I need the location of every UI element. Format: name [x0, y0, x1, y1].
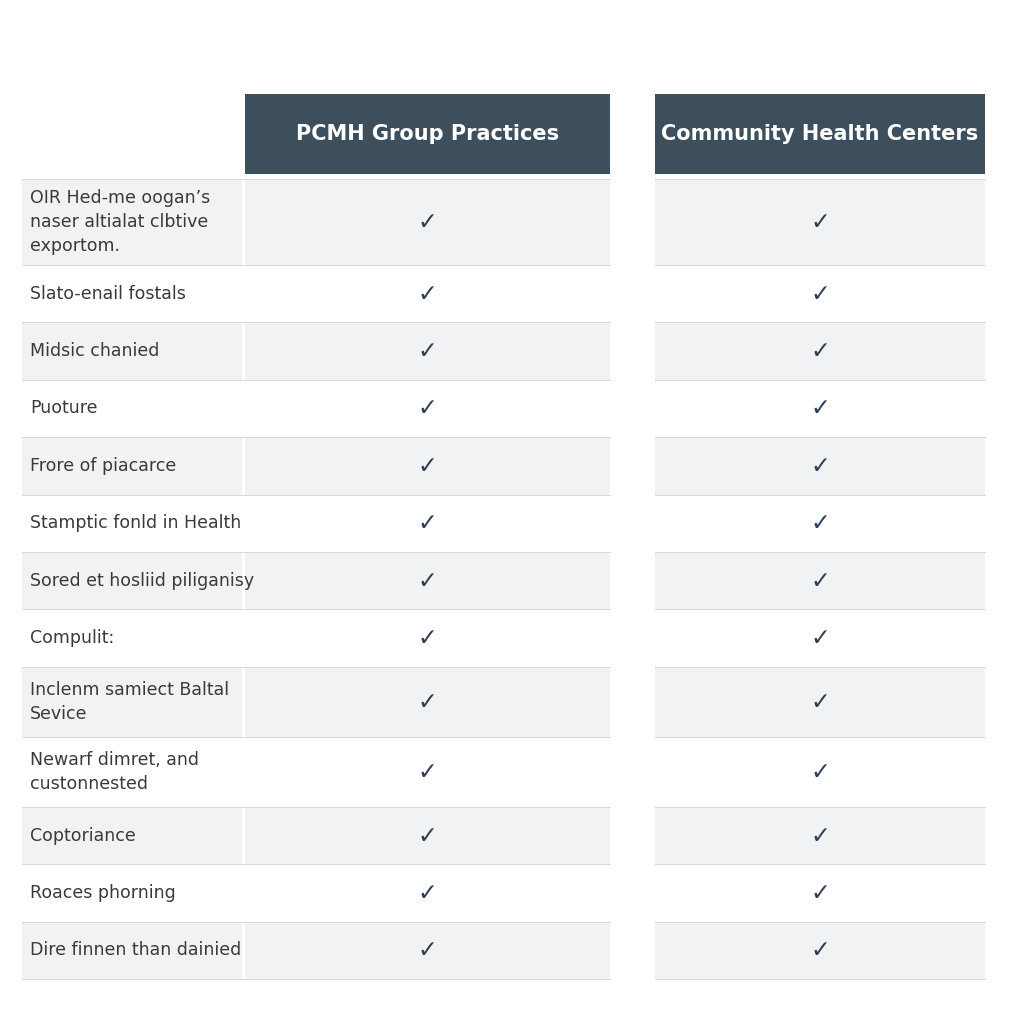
Text: ✓: ✓ — [810, 823, 829, 848]
Text: ✓: ✓ — [418, 282, 437, 306]
FancyBboxPatch shape — [655, 437, 985, 495]
FancyBboxPatch shape — [655, 807, 985, 864]
Text: ✓: ✓ — [418, 938, 437, 963]
FancyBboxPatch shape — [245, 922, 610, 979]
Text: ✓: ✓ — [810, 454, 829, 478]
Text: Inclenm samiect Baltal
Sevice: Inclenm samiect Baltal Sevice — [30, 681, 229, 723]
Text: ✓: ✓ — [810, 938, 829, 963]
FancyBboxPatch shape — [655, 380, 985, 437]
FancyBboxPatch shape — [655, 495, 985, 552]
Text: ✓: ✓ — [810, 396, 829, 421]
Text: Roaces phorning: Roaces phorning — [30, 884, 176, 902]
FancyBboxPatch shape — [22, 437, 242, 495]
Text: OIR Hed-me oogan’s
naser altialat clbtive
exportom.: OIR Hed-me oogan’s naser altialat clbtiv… — [30, 188, 210, 255]
FancyBboxPatch shape — [245, 667, 610, 737]
FancyBboxPatch shape — [22, 807, 242, 864]
Text: Community Health Centers: Community Health Centers — [662, 124, 979, 144]
Text: Dire finnen than dainied: Dire finnen than dainied — [30, 941, 242, 959]
Text: ✓: ✓ — [810, 339, 829, 364]
FancyBboxPatch shape — [22, 864, 242, 922]
Text: ✓: ✓ — [418, 823, 437, 848]
FancyBboxPatch shape — [22, 609, 242, 667]
Text: PCMH Group Practices: PCMH Group Practices — [296, 124, 559, 144]
Text: Compulit:: Compulit: — [30, 629, 115, 647]
FancyBboxPatch shape — [245, 737, 610, 807]
Text: ✓: ✓ — [418, 210, 437, 234]
FancyBboxPatch shape — [655, 864, 985, 922]
Text: ✓: ✓ — [810, 626, 829, 650]
Text: ✓: ✓ — [418, 881, 437, 905]
Text: ✓: ✓ — [810, 568, 829, 593]
FancyBboxPatch shape — [245, 265, 610, 323]
FancyBboxPatch shape — [655, 922, 985, 979]
Text: ✓: ✓ — [810, 282, 829, 306]
FancyBboxPatch shape — [245, 807, 610, 864]
Text: Puoture: Puoture — [30, 399, 97, 418]
Text: ✓: ✓ — [418, 511, 437, 536]
FancyBboxPatch shape — [655, 737, 985, 807]
FancyBboxPatch shape — [22, 179, 242, 265]
FancyBboxPatch shape — [22, 552, 242, 609]
Text: Coptoriance: Coptoriance — [30, 826, 136, 845]
Text: Newarf dimret, and
custonnested: Newarf dimret, and custonnested — [30, 751, 199, 793]
Text: ✓: ✓ — [810, 881, 829, 905]
Text: Slato-enail fostals: Slato-enail fostals — [30, 285, 186, 303]
Text: ✓: ✓ — [418, 454, 437, 478]
FancyBboxPatch shape — [245, 495, 610, 552]
FancyBboxPatch shape — [245, 380, 610, 437]
FancyBboxPatch shape — [655, 552, 985, 609]
Text: ✓: ✓ — [810, 511, 829, 536]
FancyBboxPatch shape — [655, 323, 985, 380]
FancyBboxPatch shape — [245, 323, 610, 380]
Text: ✓: ✓ — [418, 339, 437, 364]
Text: Sored et hosliid piliganisy: Sored et hosliid piliganisy — [30, 571, 254, 590]
Text: ✓: ✓ — [418, 626, 437, 650]
FancyBboxPatch shape — [245, 179, 610, 265]
FancyBboxPatch shape — [22, 737, 242, 807]
FancyBboxPatch shape — [655, 609, 985, 667]
FancyBboxPatch shape — [245, 864, 610, 922]
Text: ✓: ✓ — [418, 396, 437, 421]
FancyBboxPatch shape — [245, 94, 610, 174]
Text: ✓: ✓ — [418, 690, 437, 714]
Text: ✓: ✓ — [810, 760, 829, 783]
FancyBboxPatch shape — [22, 380, 242, 437]
FancyBboxPatch shape — [655, 179, 985, 265]
Text: ✓: ✓ — [810, 210, 829, 234]
Text: Midsic chanied: Midsic chanied — [30, 342, 160, 360]
Text: ✓: ✓ — [810, 690, 829, 714]
FancyBboxPatch shape — [245, 552, 610, 609]
FancyBboxPatch shape — [245, 437, 610, 495]
FancyBboxPatch shape — [22, 667, 242, 737]
Text: Frore of piacarce: Frore of piacarce — [30, 457, 176, 475]
FancyBboxPatch shape — [22, 495, 242, 552]
FancyBboxPatch shape — [22, 265, 242, 323]
Text: ✓: ✓ — [418, 568, 437, 593]
FancyBboxPatch shape — [655, 94, 985, 174]
Text: Stamptic fonld in Health: Stamptic fonld in Health — [30, 514, 242, 532]
FancyBboxPatch shape — [22, 922, 242, 979]
FancyBboxPatch shape — [245, 609, 610, 667]
Text: ✓: ✓ — [418, 760, 437, 783]
FancyBboxPatch shape — [655, 667, 985, 737]
FancyBboxPatch shape — [22, 323, 242, 380]
FancyBboxPatch shape — [655, 265, 985, 323]
